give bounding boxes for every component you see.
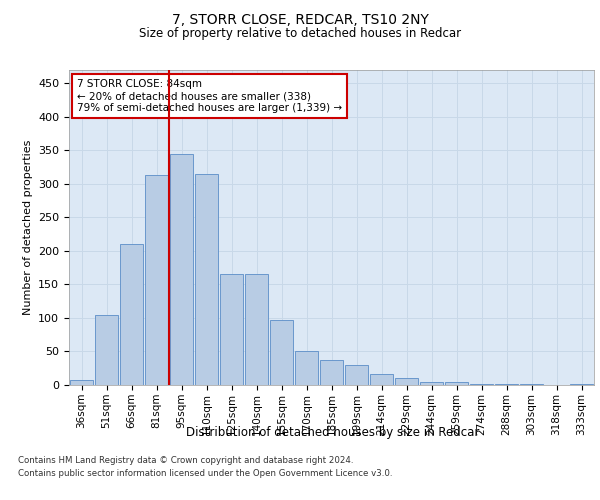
- Bar: [270, 320, 293, 385]
- Text: Contains public sector information licensed under the Open Government Licence v3: Contains public sector information licen…: [18, 468, 392, 477]
- Bar: [395, 378, 418, 385]
- Bar: [195, 174, 218, 385]
- Bar: [170, 154, 193, 385]
- Text: 7, STORR CLOSE, REDCAR, TS10 2NY: 7, STORR CLOSE, REDCAR, TS10 2NY: [172, 12, 428, 26]
- Bar: [495, 384, 518, 385]
- Bar: [470, 384, 493, 385]
- Text: 7 STORR CLOSE: 84sqm
← 20% of detached houses are smaller (338)
79% of semi-deta: 7 STORR CLOSE: 84sqm ← 20% of detached h…: [77, 80, 342, 112]
- Bar: [345, 365, 368, 385]
- Text: Distribution of detached houses by size in Redcar: Distribution of detached houses by size …: [187, 426, 479, 439]
- Text: Contains HM Land Registry data © Crown copyright and database right 2024.: Contains HM Land Registry data © Crown c…: [18, 456, 353, 465]
- Bar: [120, 244, 143, 385]
- Bar: [570, 384, 593, 385]
- Bar: [320, 360, 343, 385]
- Bar: [220, 274, 243, 385]
- Bar: [295, 352, 318, 385]
- Bar: [445, 382, 468, 385]
- Bar: [245, 274, 268, 385]
- Bar: [95, 314, 118, 385]
- Bar: [145, 175, 168, 385]
- Bar: [70, 380, 93, 385]
- Text: Size of property relative to detached houses in Redcar: Size of property relative to detached ho…: [139, 28, 461, 40]
- Bar: [520, 384, 543, 385]
- Bar: [420, 382, 443, 385]
- Bar: [370, 374, 393, 385]
- Y-axis label: Number of detached properties: Number of detached properties: [23, 140, 32, 315]
